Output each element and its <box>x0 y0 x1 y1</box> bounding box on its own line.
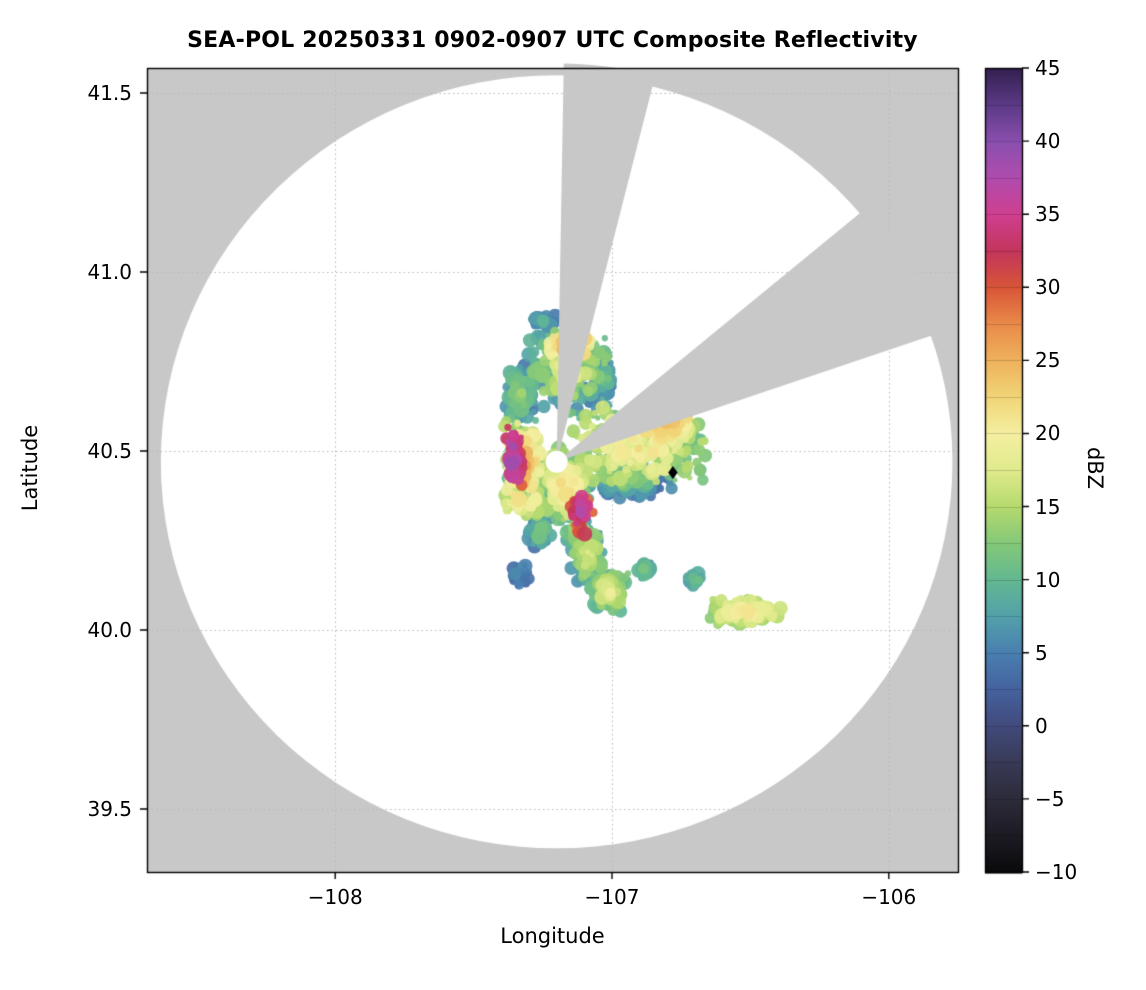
y-tick-label: 41.0 <box>87 260 132 285</box>
y-tick-label: 41.5 <box>87 81 132 106</box>
y-axis-label: Latitude <box>18 424 42 512</box>
colorbar-tick-label: 25 <box>1035 348 1061 373</box>
colorbar-tick-label: 20 <box>1035 421 1061 446</box>
x-axis-label: Longitude <box>500 924 605 948</box>
colorbar-tick-label: 5 <box>1035 640 1048 665</box>
x-tick-label: −107 <box>584 885 640 909</box>
chart-title: SEA-POL 20250331 0902-0907 UTC Composite… <box>187 28 918 53</box>
y-tick-label: 40.0 <box>87 618 132 642</box>
colorbar-tick-label: −10 <box>1035 860 1078 884</box>
colorbar-tick-label: 35 <box>1035 202 1061 227</box>
colorbar-tick-label: 0 <box>1035 713 1048 738</box>
colorbar-tick-label: 30 <box>1035 275 1061 300</box>
colorbar-tick-label: 15 <box>1035 494 1061 519</box>
colorbar-tick-label: 10 <box>1035 567 1061 592</box>
x-tick-label: −108 <box>307 885 363 909</box>
colorbar-tick-label: 40 <box>1035 129 1061 154</box>
colorbar-label: dBZ <box>1083 446 1107 490</box>
y-tick-label: 40.5 <box>87 439 132 464</box>
y-tick-label: 39.5 <box>87 796 132 821</box>
colorbar-tick-label: 45 <box>1035 56 1061 80</box>
x-tick-label: −106 <box>861 885 917 909</box>
colorbar-tick-label: −5 <box>1035 786 1065 811</box>
